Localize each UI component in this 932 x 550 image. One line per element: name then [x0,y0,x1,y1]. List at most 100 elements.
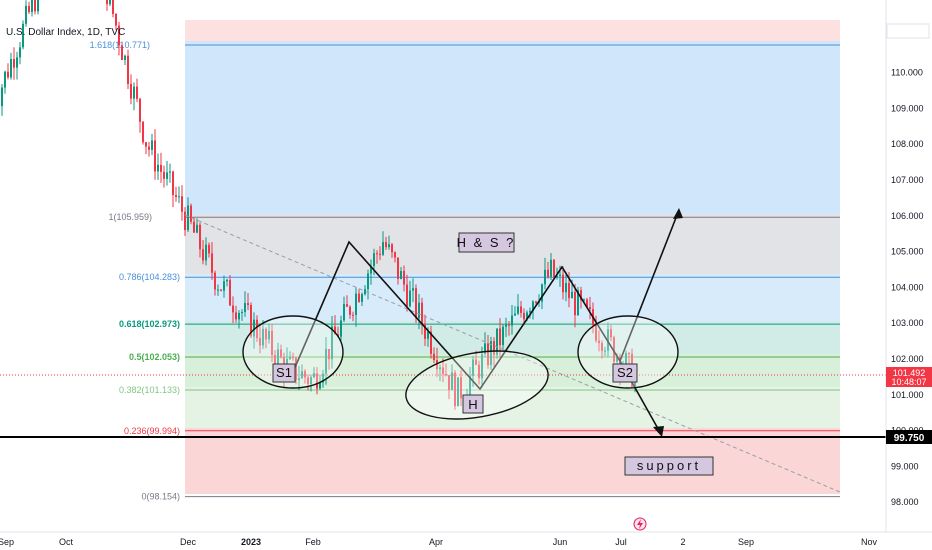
candle [37,0,39,15]
right-shoulder-box[interactable]: S2 [612,363,638,383]
candle [193,217,195,233]
head-ellipse[interactable] [401,341,554,429]
candle [175,186,177,202]
candle [412,278,414,303]
candle [166,161,168,186]
candle [13,47,15,80]
time-tick: Apr [429,537,443,547]
price-axis[interactable]: 110.000 109.000 108.000 107.000 106.000 105.0… [885,0,932,550]
candle [199,222,201,258]
candle [106,0,108,11]
candle [601,340,603,359]
candle [322,369,324,388]
candle [115,13,117,31]
candle [382,231,384,257]
candle [481,346,483,388]
candle [364,285,366,296]
candle [367,269,369,300]
candle [235,305,237,323]
candle [484,332,486,357]
candle [16,51,18,80]
candle [502,324,504,350]
fib-label-0.236: 0.236(99.994) [124,426,180,436]
candle [370,259,372,285]
price-tick: 103.000 [891,318,924,328]
price-tick: 104.000 [891,282,924,292]
candle [262,320,264,349]
lightning-bolt-icon[interactable] [633,517,647,531]
candle [112,0,114,18]
support-box[interactable]: support [624,456,714,476]
candle [496,328,498,359]
candle [148,141,150,157]
right-shoulder-ellipse[interactable] [577,315,679,389]
candle [331,315,333,369]
candle [7,63,9,80]
current-price-value: 101.492 [893,368,926,378]
candle [334,315,336,335]
current-price-tag: 101.492 10:48:07 [886,367,932,387]
candle [547,261,549,279]
candle [565,271,567,302]
candle [229,275,231,306]
candle [238,310,240,329]
candle [157,153,159,180]
candle [505,317,507,338]
candle [325,336,327,385]
candle [139,97,141,133]
pattern-label: H & S ? [457,235,516,250]
candle [160,152,162,183]
time-axis[interactable]: Sep Oct Dec 2023 Feb Apr Jun Jul 2 Sep Nov [0,531,932,547]
left-shoulder-box[interactable]: S1 [272,363,296,383]
fib-label-0.382: 0.382(101.133) [119,385,180,395]
left-shoulder-label: S1 [276,365,292,380]
fib-label-1: 1(105.959) [108,212,152,222]
candle [256,315,258,342]
candle [184,207,186,236]
candle [241,309,243,321]
time-tick: Sep [738,537,754,547]
candle [187,197,189,232]
candle [130,74,132,105]
time-tick: Feb [305,537,321,547]
candle [154,129,156,180]
candle [109,0,111,7]
candle [562,266,564,300]
candle [448,375,450,400]
candle [421,297,423,335]
candle [172,170,174,208]
candle [478,360,480,385]
pattern-label-box[interactable]: H & S ? [457,232,516,253]
candle [298,365,300,391]
left-shoulder-ellipse[interactable] [242,315,344,389]
head-and-shoulders-path[interactable] [292,209,680,391]
candle [574,283,576,328]
candle [355,286,357,327]
candle [418,293,420,330]
candle [523,308,525,323]
candle [349,305,351,319]
candle [280,344,282,359]
candle [205,237,207,266]
candle [394,251,396,263]
candle [217,284,219,296]
candle [301,364,303,379]
price-tick: 105.000 [891,247,924,257]
symbol-title[interactable]: U.S. Dollar Index, 1D, TVC [6,27,125,38]
candle [520,300,522,318]
time-tick: Dec [180,537,197,547]
candle [271,324,273,363]
candle [289,351,291,361]
candle [133,82,135,111]
candle [436,347,438,377]
head-box[interactable]: H [462,394,484,414]
fib-label-0: 0(98.154) [141,492,180,502]
candle [163,165,165,188]
candle [379,246,381,261]
candle [352,311,354,322]
time-tick: Sep [0,537,14,547]
candle [169,163,171,183]
candle [31,0,33,17]
support-price-tag: 99.750 [886,430,932,444]
